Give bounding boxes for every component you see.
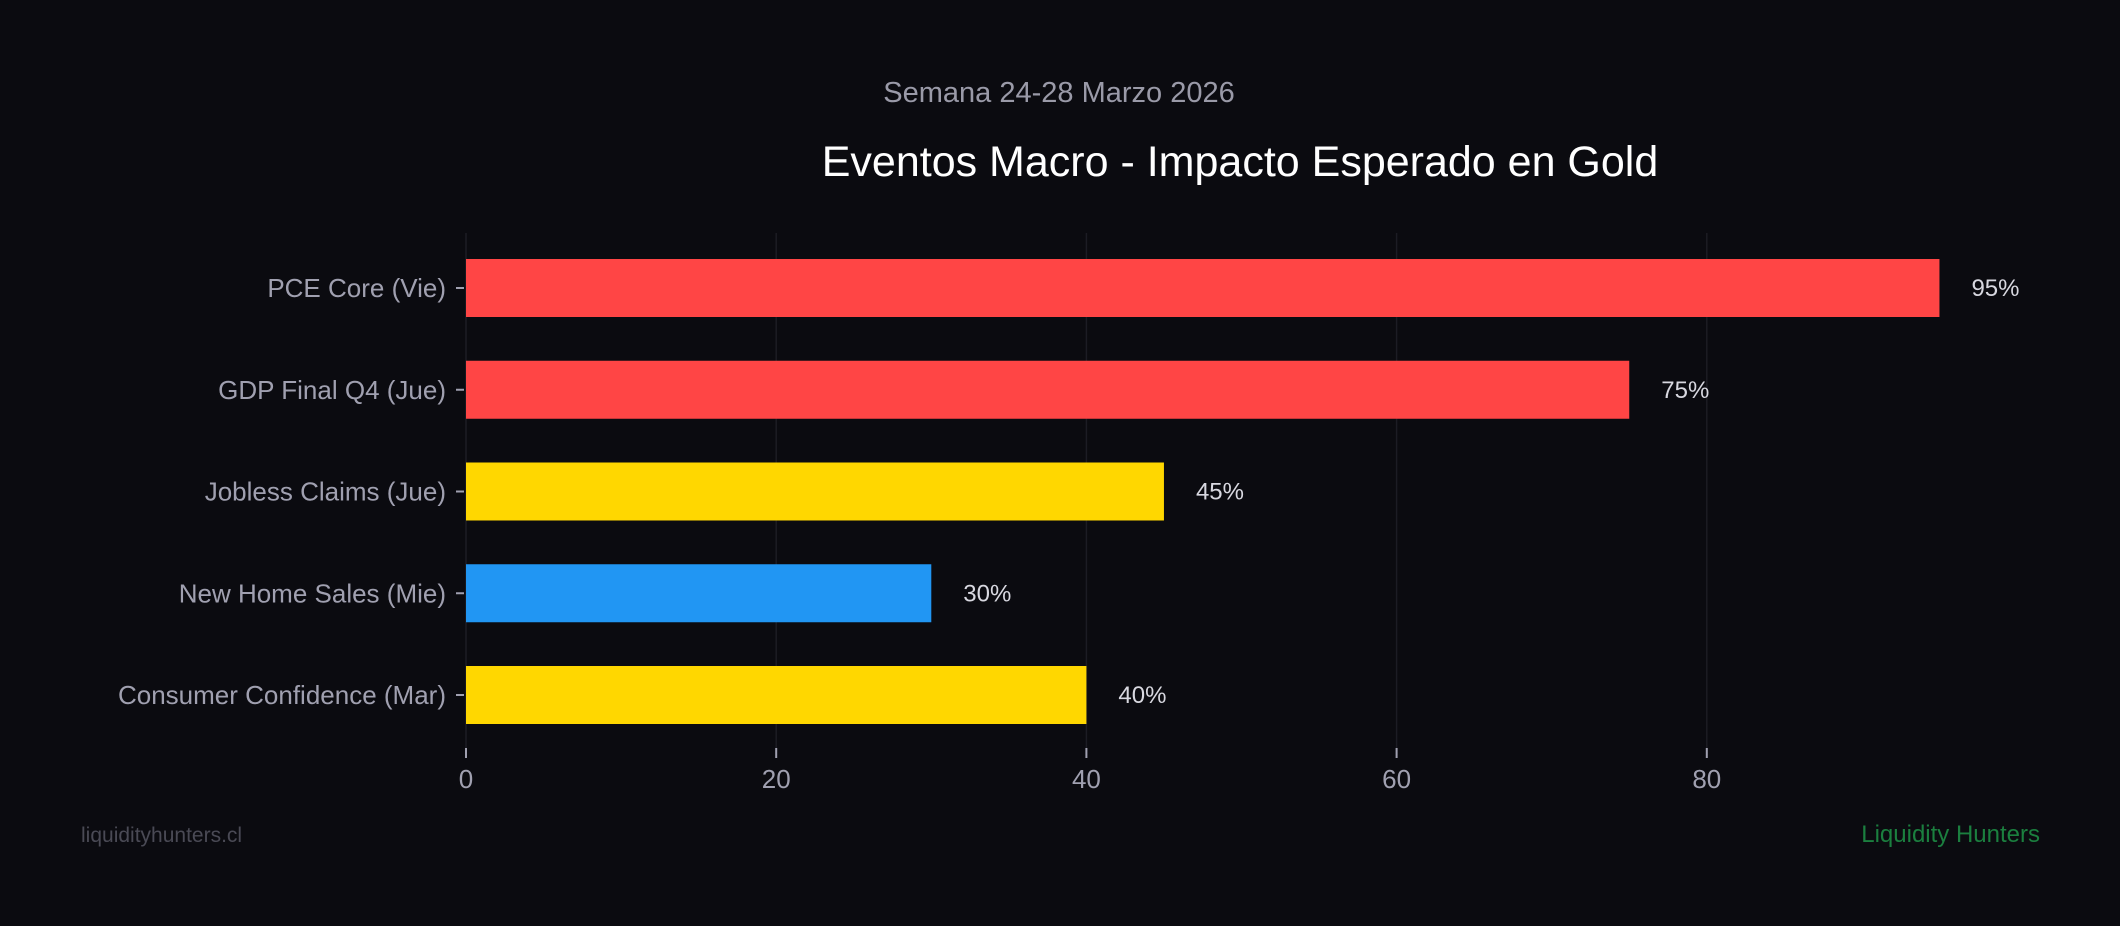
value-label: 45% (1196, 479, 1244, 506)
y-category-label: PCE Core (Vie) (267, 273, 446, 303)
value-label: 40% (1118, 682, 1166, 709)
x-tick-label: 80 (1692, 764, 1721, 794)
value-label: 30% (963, 580, 1011, 607)
bar (466, 462, 1164, 521)
x-tick-label: 0 (459, 764, 473, 794)
value-labels: 95% 75% 45% 30% 40% (963, 275, 2019, 709)
bar (466, 360, 1630, 419)
chart-title: Eventos Macro - Impacto Esperado en Gold (822, 138, 1659, 186)
y-axis-labels: PCE Core (Vie) GDP Final Q4 (Jue) Jobless … (118, 273, 464, 710)
x-tick-label: 60 (1382, 764, 1411, 794)
chart-subtitle: Semana 24-28 Marzo 2026 (883, 77, 1234, 109)
x-axis-ticks: 0 20 40 60 80 (459, 748, 1721, 794)
watermark-left: liquidityhunters.cl (81, 824, 242, 847)
bar (466, 259, 1940, 317)
value-label: 95% (1971, 275, 2019, 302)
bar (466, 564, 932, 623)
bars (466, 259, 1940, 724)
x-tick-label: 20 (762, 764, 791, 794)
brand-right: Liquidity Hunters (1861, 821, 2040, 848)
y-category-label: Consumer Confidence (Mar) (118, 680, 446, 710)
value-label: 75% (1661, 377, 1709, 404)
x-tick-label: 40 (1072, 764, 1101, 794)
bar (466, 666, 1087, 724)
y-category-label: Jobless Claims (Jue) (205, 477, 446, 507)
y-category-label: New Home Sales (Mie) (179, 578, 446, 608)
y-category-label: GDP Final Q4 (Jue) (218, 375, 446, 405)
